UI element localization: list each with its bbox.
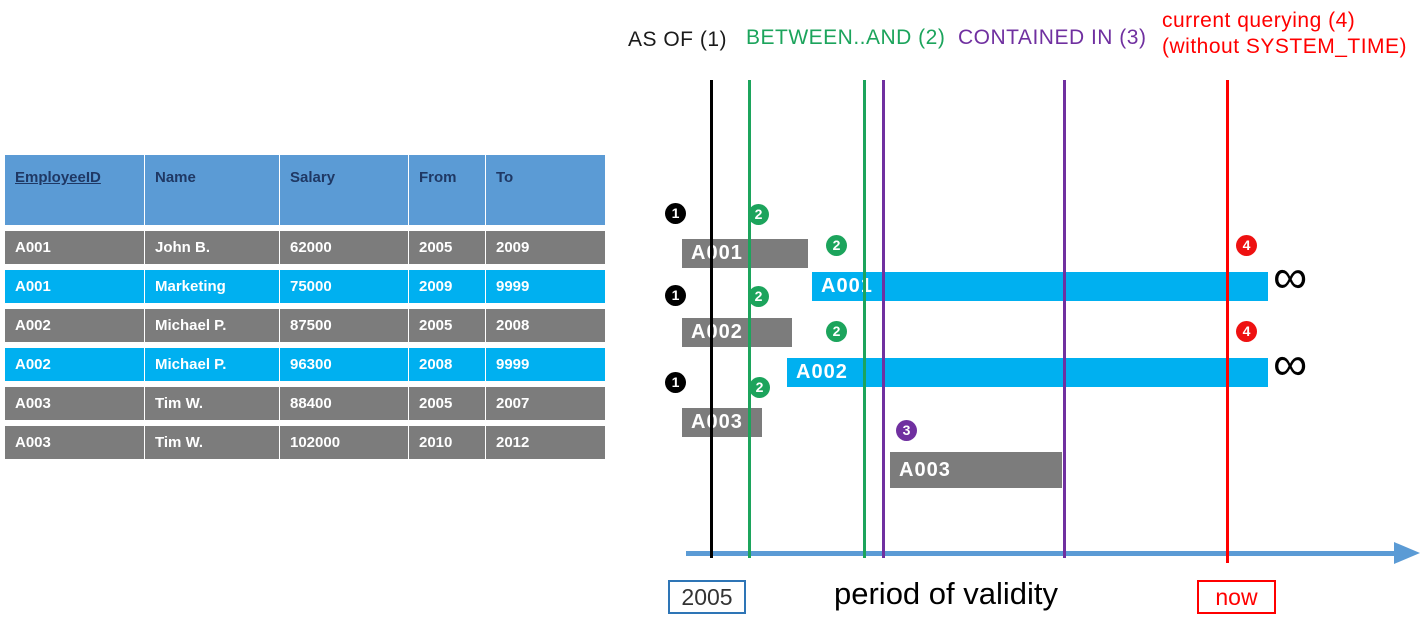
validity-bar-a002-gray: A002	[682, 318, 792, 347]
badge-1-black: 1	[665, 372, 686, 393]
table-cell: 2005	[409, 309, 485, 342]
infinity-icon: ∞	[1273, 251, 1308, 304]
time-axis	[686, 551, 1396, 556]
table-cell: 102000	[280, 426, 408, 459]
table-cell: 87500	[280, 309, 408, 342]
badge-1-black: 1	[665, 285, 686, 306]
between-and-start-line	[748, 80, 751, 558]
legend-current-querying-line2: (without SYSTEM_TIME)	[1162, 35, 1408, 58]
validity-bar-a001-gray: A001	[682, 239, 808, 268]
legend-as-of: AS OF (1)	[628, 28, 728, 51]
validity-bar-a002-cyan: A002	[787, 358, 1268, 387]
table-cell: 2007	[486, 387, 605, 420]
contained-in-end-line	[1063, 80, 1066, 558]
table-cell: John B.	[145, 231, 279, 264]
header-cell-from: From	[409, 155, 485, 225]
table-cell: 2008	[486, 309, 605, 342]
badge-3-purple: 3	[896, 420, 917, 441]
badge-2-green: 2	[748, 286, 769, 307]
table-cell: A002	[5, 309, 144, 342]
table-cell: 2009	[486, 231, 605, 264]
table-cell: 2009	[409, 270, 485, 303]
table-cell: 62000	[280, 231, 408, 264]
legend-contained-in: CONTAINED IN (3)	[958, 26, 1147, 49]
badge-2-green: 2	[826, 321, 847, 342]
table-body: A001 John B. 62000 2005 2009 A001 Marketing 750…	[5, 231, 605, 459]
badge-2-green: 2	[826, 235, 847, 256]
badge-2-green: 2	[748, 204, 769, 225]
badge-1-black: 1	[665, 203, 686, 224]
badge-4-red: 4	[1236, 235, 1257, 256]
table-cell: 9999	[486, 270, 605, 303]
table-cell: Michael P.	[145, 309, 279, 342]
table-cell: A001	[5, 270, 144, 303]
table-cell: A002	[5, 348, 144, 381]
table-cell: 88400	[280, 387, 408, 420]
table-header-row: EmployeeID Name Salary From To	[5, 155, 605, 225]
header-cell-to: To	[486, 155, 605, 225]
table-row: A002 Michael P. 96300 2008 9999	[5, 348, 605, 381]
header-cell-employeeid: EmployeeID	[5, 155, 144, 225]
between-and-end-line	[863, 80, 866, 558]
employee-table: EmployeeID Name Salary From To A001 John B. 62…	[5, 155, 605, 459]
now-line	[1226, 80, 1229, 563]
year-2005-box: 2005	[668, 580, 746, 614]
header-cell-salary: Salary	[280, 155, 408, 225]
as-of-line	[710, 80, 713, 558]
table-cell: Tim W.	[145, 387, 279, 420]
time-axis-arrowhead-icon	[1394, 542, 1420, 564]
table-cell: 2008	[409, 348, 485, 381]
table-cell: 2010	[409, 426, 485, 459]
table-cell: 2005	[409, 231, 485, 264]
table-cell: A003	[5, 387, 144, 420]
table-cell: 75000	[280, 270, 408, 303]
table-cell: 9999	[486, 348, 605, 381]
axis-title: period of validity	[834, 576, 1059, 611]
now-box: now	[1197, 580, 1276, 614]
table-row: A001 John B. 62000 2005 2009	[5, 231, 605, 264]
table-row: A002 Michael P. 87500 2005 2008	[5, 309, 605, 342]
legend-current-querying-line1: current querying (4)	[1162, 9, 1356, 32]
table-cell: Tim W.	[145, 426, 279, 459]
table-cell: 96300	[280, 348, 408, 381]
infinity-icon: ∞	[1273, 338, 1308, 391]
validity-bar-a003-gray: A003	[890, 452, 1062, 488]
header-cell-name: Name	[145, 155, 279, 225]
legend-between-and: BETWEEN..AND (2)	[746, 26, 946, 49]
table-cell: 2005	[409, 387, 485, 420]
legend-current-querying: current querying (4) (without SYSTEM_TIM…	[1162, 8, 1407, 60]
validity-bar-a001-cyan: A001	[812, 272, 1268, 301]
table-cell: A001	[5, 231, 144, 264]
table-row: A003 Tim W. 102000 2010 2012	[5, 426, 605, 459]
table-row: A003 Tim W. 88400 2005 2007	[5, 387, 605, 420]
table-cell: 2012	[486, 426, 605, 459]
table-cell: A003	[5, 426, 144, 459]
badge-2-green: 2	[749, 377, 770, 398]
table-cell: Marketing	[145, 270, 279, 303]
badge-4-red: 4	[1236, 321, 1257, 342]
table-cell: Michael P.	[145, 348, 279, 381]
contained-in-start-line	[882, 80, 885, 558]
table-row: A001 Marketing 75000 2009 9999	[5, 270, 605, 303]
